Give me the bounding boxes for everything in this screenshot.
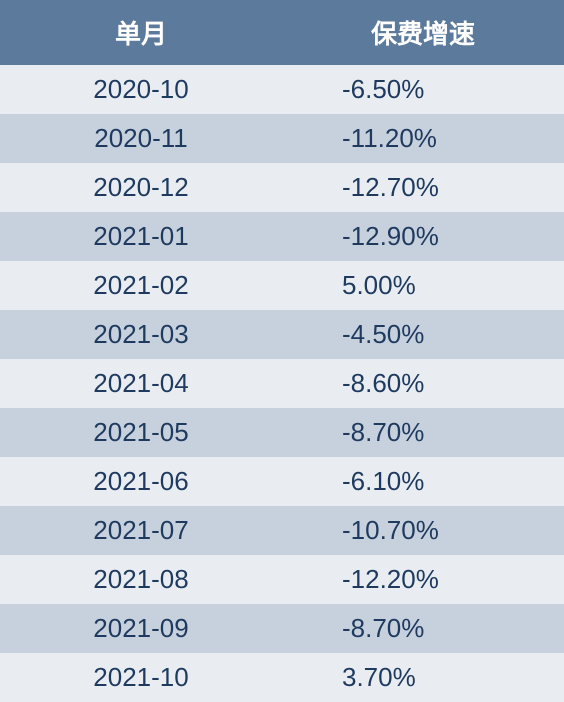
col-header-rate: 保费增速 [282, 0, 564, 65]
cell-month: 2020-11 [0, 114, 282, 163]
cell-rate: -8.70% [282, 604, 564, 653]
cell-rate: -11.20% [282, 114, 564, 163]
cell-month: 2021-03 [0, 310, 282, 359]
cell-month: 2021-10 [0, 653, 282, 702]
table-row: 2020-10-6.50% [0, 65, 564, 114]
cell-rate: -6.50% [282, 65, 564, 114]
table-row: 2021-07-10.70% [0, 506, 564, 555]
cell-month: 2021-08 [0, 555, 282, 604]
growth-table: 单月 保费增速 2020-10-6.50% 2020-11-11.20% 202… [0, 0, 564, 702]
table-row: 2020-11-11.20% [0, 114, 564, 163]
table-row: 2021-06-6.10% [0, 457, 564, 506]
table-row: 2021-103.70% [0, 653, 564, 702]
cell-month: 2020-10 [0, 65, 282, 114]
cell-rate: -12.70% [282, 163, 564, 212]
table-row: 2021-01-12.90% [0, 212, 564, 261]
cell-month: 2021-04 [0, 359, 282, 408]
table-row: 2021-04-8.60% [0, 359, 564, 408]
cell-month: 2020-12 [0, 163, 282, 212]
cell-rate: 5.00% [282, 261, 564, 310]
cell-rate: -6.10% [282, 457, 564, 506]
col-header-month: 单月 [0, 0, 282, 65]
table-row: 2021-03-4.50% [0, 310, 564, 359]
cell-rate: 3.70% [282, 653, 564, 702]
cell-rate: -4.50% [282, 310, 564, 359]
table-row: 2021-05-8.70% [0, 408, 564, 457]
cell-rate: -8.70% [282, 408, 564, 457]
cell-month: 2021-09 [0, 604, 282, 653]
table-row: 2021-09-8.70% [0, 604, 564, 653]
cell-month: 2021-02 [0, 261, 282, 310]
cell-month: 2021-07 [0, 506, 282, 555]
growth-table-container: 单月 保费增速 2020-10-6.50% 2020-11-11.20% 202… [0, 0, 564, 702]
table-row: 2020-12-12.70% [0, 163, 564, 212]
cell-rate: -12.20% [282, 555, 564, 604]
cell-rate: -10.70% [282, 506, 564, 555]
table-row: 2021-025.00% [0, 261, 564, 310]
table-body: 2020-10-6.50% 2020-11-11.20% 2020-12-12.… [0, 65, 564, 702]
cell-month: 2021-06 [0, 457, 282, 506]
table-row: 2021-08-12.20% [0, 555, 564, 604]
cell-month: 2021-01 [0, 212, 282, 261]
cell-month: 2021-05 [0, 408, 282, 457]
cell-rate: -12.90% [282, 212, 564, 261]
header-row: 单月 保费增速 [0, 0, 564, 65]
cell-rate: -8.60% [282, 359, 564, 408]
